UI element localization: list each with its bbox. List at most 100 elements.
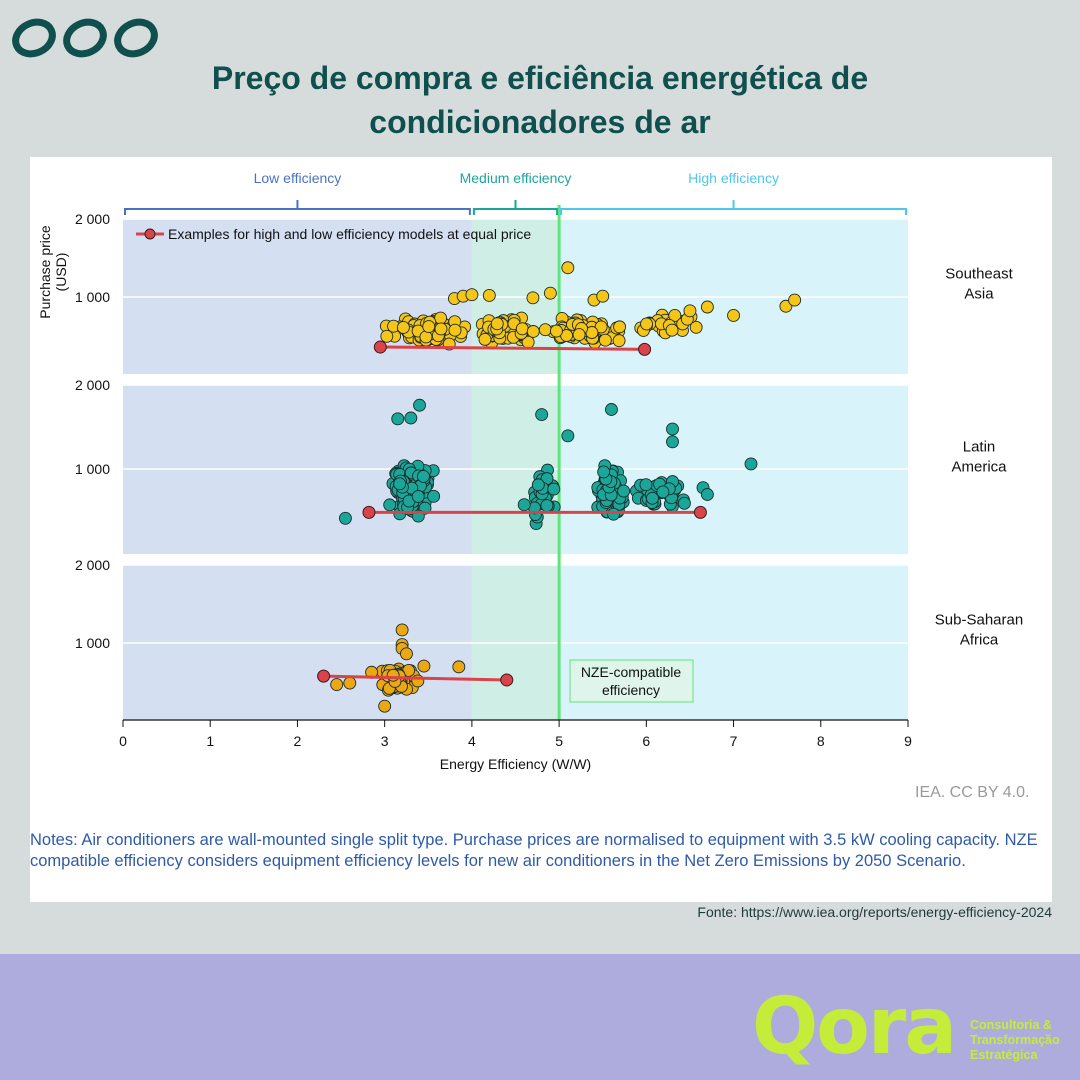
scatter-point bbox=[465, 288, 479, 302]
region-label: Africa bbox=[960, 632, 999, 649]
band-label: Low efficiency bbox=[254, 170, 342, 186]
region-label: Sub-Saharan bbox=[935, 612, 1023, 629]
source-link[interactable]: Fonte: https://www.iea.org/reports/energ… bbox=[697, 904, 1052, 920]
chart-credit: IEA. CC BY 4.0. bbox=[915, 784, 1030, 801]
scatter-point bbox=[338, 511, 352, 525]
scatter-point bbox=[386, 668, 400, 682]
equal-price-point-low bbox=[317, 669, 331, 683]
band-brace bbox=[472, 200, 559, 215]
x-tick-label: 0 bbox=[119, 733, 127, 749]
scatter-point bbox=[391, 412, 405, 426]
region-label: Latin bbox=[963, 439, 996, 456]
scatter-point bbox=[596, 289, 610, 303]
x-tick-label: 9 bbox=[904, 733, 912, 749]
scatter-point bbox=[413, 398, 427, 412]
scatter-point bbox=[640, 317, 654, 331]
scatter-point bbox=[683, 304, 697, 318]
equal-price-point-low bbox=[362, 505, 376, 519]
scatter-point bbox=[478, 332, 492, 346]
x-tick-label: 5 bbox=[555, 733, 563, 749]
y-tick-label: 2 000 bbox=[75, 377, 110, 393]
scatter-point bbox=[543, 286, 557, 300]
x-tick-label: 8 bbox=[817, 733, 825, 749]
brand-wordmark: Qora bbox=[752, 982, 957, 1072]
brand-logo: Qora Consultoria & Transformação Estraté… bbox=[752, 982, 1072, 1072]
band-label: Medium efficiency bbox=[460, 170, 572, 186]
region-label: Asia bbox=[964, 286, 994, 303]
scatter-point bbox=[607, 507, 621, 521]
y-axis-label: (USD) bbox=[53, 253, 69, 292]
y-tick-label: 2 000 bbox=[75, 557, 110, 573]
scatter-point bbox=[515, 322, 529, 336]
y-tick-label: 1 000 bbox=[75, 635, 110, 651]
scatter-point bbox=[482, 289, 496, 302]
scatter-point bbox=[666, 422, 679, 436]
x-tick-label: 3 bbox=[381, 733, 389, 749]
y-tick-label: 2 000 bbox=[75, 211, 110, 227]
scatter-point bbox=[452, 660, 466, 674]
scatter-point bbox=[531, 478, 545, 492]
scatter-point bbox=[598, 333, 612, 347]
band-brace bbox=[124, 200, 471, 215]
scatter-point bbox=[526, 291, 540, 305]
scatter-point bbox=[665, 323, 679, 337]
scatter-point bbox=[378, 699, 392, 713]
scatter-point bbox=[490, 317, 504, 331]
brand-tagline-2: Transformação bbox=[970, 1033, 1060, 1047]
scatter-point bbox=[561, 429, 575, 443]
scatter-point bbox=[689, 320, 703, 334]
scatter-point bbox=[538, 323, 552, 337]
scatter-point bbox=[343, 676, 357, 690]
scatter-point bbox=[744, 457, 758, 471]
page-title: Preço de compra e eficiência energética … bbox=[120, 56, 960, 144]
scatter-point bbox=[617, 484, 631, 498]
equal-price-point-high bbox=[693, 505, 707, 519]
footer-band bbox=[0, 954, 1080, 1080]
chart-notes: Notes: Air conditioners are wall-mounted… bbox=[30, 831, 1038, 870]
scatter-point bbox=[612, 334, 626, 348]
legend-label: Examples for high and low efficiency mod… bbox=[168, 226, 531, 242]
scatter-point bbox=[779, 299, 793, 313]
brand-tagline: Consultoria & Transformação Estratégica bbox=[970, 1018, 1060, 1063]
scatter-point bbox=[535, 408, 549, 422]
scatter-point bbox=[572, 328, 586, 342]
scatter-point bbox=[526, 325, 540, 338]
equal-price-point-high bbox=[500, 673, 514, 687]
scatter-chart: 2 000 1 000 Southeast Asia 2 000 1 000 Latin Am… bbox=[37, 170, 1023, 772]
band-label: High efficiency bbox=[688, 170, 779, 186]
y-tick-label: 1 000 bbox=[75, 289, 110, 305]
region-label: Southeast bbox=[945, 266, 1013, 283]
nze-label-box bbox=[569, 659, 694, 703]
scatter-point bbox=[547, 482, 561, 496]
scatter-point bbox=[788, 293, 802, 307]
scatter-point bbox=[400, 647, 413, 661]
y-axis-label: Purchase price bbox=[37, 225, 53, 319]
region-label: America bbox=[951, 459, 1007, 476]
scatter-point bbox=[597, 465, 611, 479]
x-tick-label: 1 bbox=[206, 733, 214, 749]
scatter-point bbox=[427, 489, 441, 503]
scatter-point bbox=[613, 320, 627, 334]
scatter-point bbox=[668, 308, 682, 322]
equal-price-line bbox=[380, 345, 645, 351]
scatter-point bbox=[561, 261, 575, 275]
x-tick-label: 6 bbox=[642, 733, 650, 749]
scatter-point bbox=[594, 320, 608, 334]
scatter-point bbox=[639, 478, 653, 492]
scatter-point bbox=[411, 490, 425, 503]
scatter-point bbox=[700, 300, 714, 314]
scatter-point bbox=[656, 485, 670, 499]
nze-label: efficiency bbox=[602, 682, 660, 698]
scatter-point bbox=[396, 320, 410, 334]
scatter-point bbox=[677, 496, 691, 510]
x-tick-label: 7 bbox=[730, 733, 738, 749]
brand-tagline-3: Estratégica bbox=[970, 1048, 1038, 1062]
scatter-point bbox=[645, 491, 659, 505]
scatter-point bbox=[395, 623, 409, 637]
chart-card: 2 000 1 000 Southeast Asia 2 000 1 000 Latin Am… bbox=[30, 157, 1052, 902]
scatter-point bbox=[393, 477, 407, 491]
scatter-point bbox=[448, 323, 462, 337]
scatter-point bbox=[404, 411, 418, 425]
x-tick-label: 4 bbox=[468, 733, 476, 749]
scatter-point bbox=[417, 659, 431, 673]
